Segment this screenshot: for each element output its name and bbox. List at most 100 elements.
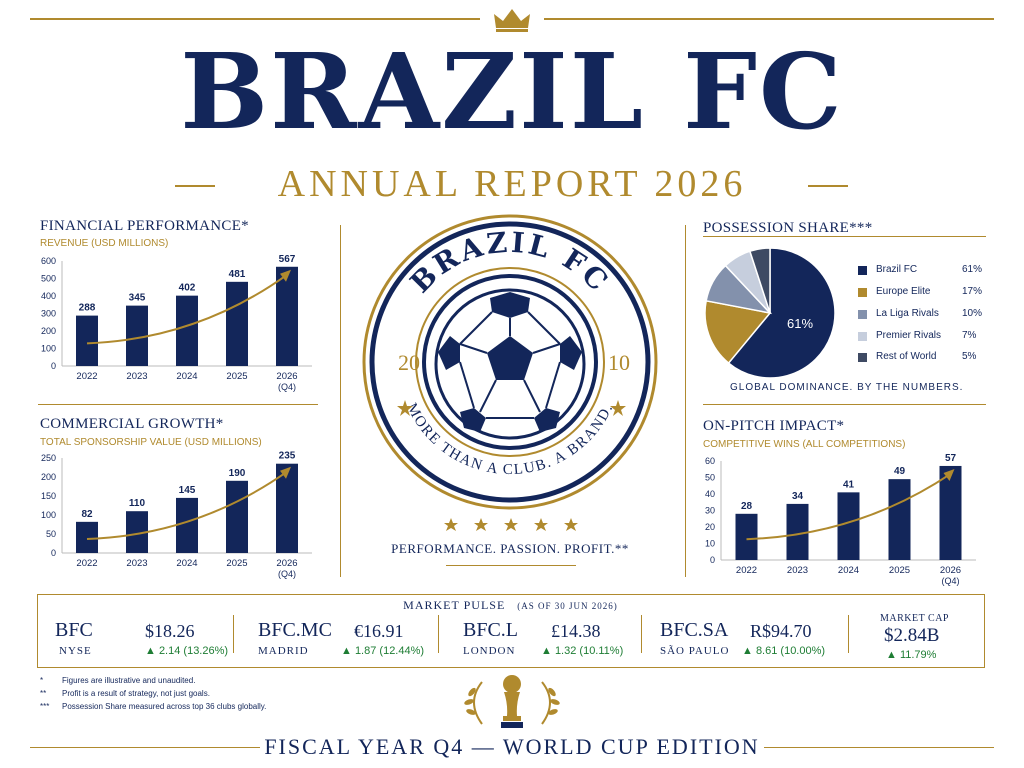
y-tick-label: 20 bbox=[705, 522, 715, 532]
x-tick-label: 2024 bbox=[176, 371, 197, 382]
pie-center-label: 61% bbox=[787, 316, 813, 331]
market-divider bbox=[438, 615, 439, 653]
x-tick-note: (Q4) bbox=[278, 569, 296, 579]
y-tick-label: 50 bbox=[705, 473, 715, 483]
y-tick-label: 40 bbox=[705, 489, 715, 499]
ticker-price: $18.26 bbox=[145, 621, 195, 641]
star-icon bbox=[564, 518, 578, 531]
bar bbox=[226, 281, 248, 366]
bar-value-label: 110 bbox=[129, 498, 146, 509]
crest-year-left: 20 bbox=[398, 350, 420, 375]
legend-swatch bbox=[858, 266, 867, 275]
y-tick-label: 50 bbox=[46, 529, 56, 539]
header-rule-left bbox=[30, 18, 480, 20]
onpitch-subtitle: COMPETITIVE WINS (ALL COMPETITIONS) bbox=[703, 439, 906, 450]
bar-value-label: 345 bbox=[129, 293, 146, 304]
y-tick-label: 30 bbox=[705, 506, 715, 516]
header-rule-right bbox=[544, 18, 994, 20]
market-pulse-panel: MARKET PULSE (AS OF 30 JUN 2026) BFC NYS… bbox=[37, 594, 985, 668]
legend-label: Rest of World bbox=[876, 351, 937, 362]
legend-swatch bbox=[858, 353, 867, 362]
footer-rule-left bbox=[30, 747, 260, 748]
bar bbox=[786, 503, 809, 560]
legend-swatch bbox=[858, 332, 867, 341]
ticker-change: ▲ 1.87 (12.44%) bbox=[341, 645, 425, 657]
crown-icon bbox=[494, 9, 530, 32]
bar bbox=[276, 463, 298, 553]
x-tick-label: 2023 bbox=[787, 565, 808, 576]
footer-title: FISCAL YEAR Q4 — WORLD CUP EDITION bbox=[264, 734, 760, 759]
ticker-change: ▲ 2.14 (13.26%) bbox=[145, 645, 229, 657]
y-tick-label: 200 bbox=[41, 472, 56, 482]
ticker-exchange: NYSE bbox=[59, 645, 92, 657]
bar bbox=[76, 521, 98, 553]
star-icon bbox=[444, 518, 458, 531]
bar bbox=[126, 305, 148, 366]
trend-arrowhead-icon bbox=[280, 269, 291, 282]
title-dash-right bbox=[808, 185, 848, 187]
bar-value-label: 145 bbox=[179, 485, 196, 496]
bar bbox=[837, 492, 860, 560]
y-tick-label: 0 bbox=[51, 361, 56, 371]
bar bbox=[176, 497, 198, 553]
ticker-symbol: BFC.MC bbox=[258, 619, 332, 641]
bar bbox=[276, 266, 298, 366]
market-heading: MARKET PULSE (AS OF 30 JUN 2026) bbox=[38, 598, 983, 613]
trend-arrowhead-icon bbox=[280, 466, 291, 479]
ticker-exchange: MADRID bbox=[258, 645, 309, 657]
pie-slice bbox=[704, 299, 772, 365]
bar-value-label: 28 bbox=[741, 501, 753, 512]
y-tick-label: 10 bbox=[705, 539, 715, 549]
footnote: ** Profit is a result of strategy, not ju… bbox=[40, 689, 210, 698]
possession-caption: GLOBAL DOMINANCE. BY THE NUMBERS. bbox=[730, 382, 964, 393]
x-tick-label: 2025 bbox=[226, 371, 247, 382]
market-cap-label: MARKET CAP bbox=[880, 613, 949, 624]
trophy-icon bbox=[464, 675, 560, 728]
y-tick-label: 100 bbox=[41, 344, 56, 354]
x-tick-label: 2026 bbox=[940, 565, 961, 576]
x-tick-label: 2023 bbox=[126, 371, 147, 382]
brand-title: BRAZIL FC bbox=[180, 30, 844, 153]
ticker-change: ▲ 8.61 (10.00%) bbox=[742, 645, 826, 657]
x-tick-note: (Q4) bbox=[942, 576, 960, 586]
onpitch-title: ON-PITCH IMPACT* bbox=[703, 418, 845, 434]
column-divider-right bbox=[685, 225, 686, 577]
star-icon bbox=[534, 518, 548, 531]
star-icon bbox=[397, 400, 413, 416]
ticker-symbol: BFC.L bbox=[463, 619, 519, 641]
market-title: MARKET PULSE bbox=[403, 598, 506, 612]
y-tick-label: 200 bbox=[41, 326, 56, 336]
trend-arrow-line bbox=[86, 273, 288, 345]
legend-label: Europe Elite bbox=[876, 286, 931, 297]
ticker-symbol: BFC.SA bbox=[660, 619, 729, 641]
y-tick-label: 0 bbox=[710, 555, 715, 565]
legend-label: La Liga Rivals bbox=[876, 308, 939, 319]
market-divider bbox=[641, 615, 642, 653]
x-tick-note: (Q4) bbox=[278, 382, 296, 392]
report-title: ANNUAL REPORT 2026 bbox=[277, 163, 747, 205]
y-tick-label: 150 bbox=[41, 491, 56, 501]
legend-label: Premier Rivals bbox=[876, 330, 942, 341]
x-tick-label: 2025 bbox=[889, 565, 910, 576]
bar-value-label: 41 bbox=[843, 479, 855, 490]
commercial-title: COMMERCIAL GROWTH* bbox=[40, 416, 224, 432]
y-tick-label: 600 bbox=[41, 256, 56, 266]
market-asof: (AS OF 30 JUN 2026) bbox=[517, 601, 618, 611]
possession-title: POSSESSION SHARE*** bbox=[703, 220, 873, 236]
commercial-subtitle: TOTAL SPONSORSHIP VALUE (USD MILLIONS) bbox=[40, 437, 262, 448]
legend-value: 10% bbox=[962, 308, 983, 319]
star-icon bbox=[504, 518, 518, 531]
footnote: * Figures are illustrative and unaudited. bbox=[40, 676, 196, 685]
ticker-symbol: BFC bbox=[55, 619, 93, 641]
bar-value-label: 190 bbox=[229, 468, 246, 479]
crest-tagline: PERFORMANCE. PASSION. PROFIT.** bbox=[391, 541, 629, 556]
bar-value-label: 34 bbox=[792, 491, 804, 502]
y-tick-label: 0 bbox=[51, 548, 56, 558]
y-tick-label: 250 bbox=[41, 453, 56, 463]
x-tick-label: 2022 bbox=[76, 558, 97, 569]
x-tick-label: 2024 bbox=[838, 565, 859, 576]
y-tick-label: 300 bbox=[41, 309, 56, 319]
ticker-exchange: LONDON bbox=[463, 645, 516, 657]
ticker-exchange: SÃO PAULO bbox=[660, 645, 730, 657]
possession-title-rule bbox=[703, 236, 986, 237]
